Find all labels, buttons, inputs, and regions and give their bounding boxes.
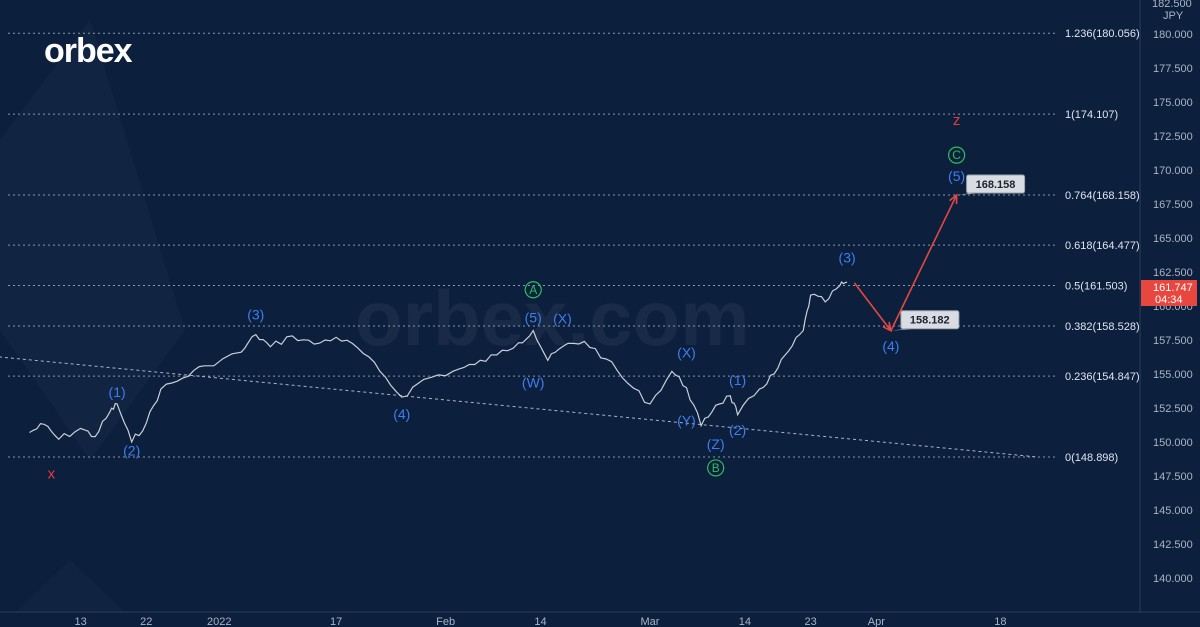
wave-label: B <box>712 461 720 475</box>
fib-level-label: 1.236(180.056) <box>1065 28 1140 40</box>
x-tick-label: 18 <box>994 616 1006 627</box>
wave-labels: x(1)(2)(3)(4)A(5) (X)(W)(X)(Y)(1)(2)(Z)B(… <box>48 112 966 483</box>
wave-label: x <box>48 466 56 483</box>
current-price-value: 161.747 <box>1153 282 1193 294</box>
watermark-text: orbex.com <box>355 274 749 362</box>
x-axis-ticks: 13 22 2022 17 Feb 14 Mar 14 23 Apr 18 <box>74 616 1006 627</box>
projection-segment <box>853 282 892 332</box>
x-tick-label: Apr <box>868 616 885 627</box>
fib-level-label: 0.618(164.477) <box>1065 240 1140 252</box>
fib-level-label: 1(174.107) <box>1065 109 1118 121</box>
fib-level-label: 0(148.898) <box>1065 452 1118 464</box>
x-tick-label: 14 <box>739 616 751 627</box>
fib-level-label: 0.764(168.158) <box>1065 190 1140 202</box>
wave-label: (2) <box>123 443 140 459</box>
price-series <box>29 281 848 444</box>
y-tick-label: 155.000 <box>1153 369 1193 381</box>
x-tick-label: 14 <box>534 616 546 627</box>
wave-label: (2) <box>729 422 746 438</box>
x-tick-label: 13 <box>74 616 86 627</box>
orbex-logo: orbex <box>44 32 133 70</box>
currency-label: JPY <box>1163 10 1184 22</box>
y-tick-label: 152.500 <box>1153 403 1193 415</box>
wave-label: (W) <box>522 375 545 391</box>
background-decor <box>0 20 185 627</box>
y-tick-label: 147.500 <box>1153 471 1193 483</box>
y-tick-label: 140.000 <box>1153 573 1193 585</box>
y-tick-label: 145.000 <box>1153 505 1193 517</box>
x-tick-label: 23 <box>804 616 816 627</box>
y-tick-label: 150.000 <box>1153 437 1193 449</box>
wave-label: z <box>953 112 961 129</box>
wave-label: (1) <box>109 384 126 400</box>
y-tick-label: 177.500 <box>1153 63 1193 75</box>
top-price-label: 182.500 <box>1152 0 1192 10</box>
wave-label: (3) <box>839 249 856 265</box>
x-tick-label: Feb <box>436 616 455 627</box>
projection-segment <box>890 194 958 332</box>
current-price-tag[interactable]: 161.747 04:34 <box>1141 280 1197 306</box>
fib-level-label: 0.382(158.528) <box>1065 321 1140 333</box>
wave-label: (3) <box>247 307 264 323</box>
callout-box <box>900 310 960 330</box>
wave-label: (X) <box>677 345 696 361</box>
wave-label: (1) <box>729 372 746 388</box>
callout-box <box>966 174 1026 194</box>
y-tick-label: 180.000 <box>1153 29 1193 41</box>
fibonacci-levels: 1.236(180.056) 1(174.107) 0.764(168.158) 0.… <box>8 28 1140 464</box>
wave-circle <box>524 281 542 299</box>
x-tick-label: 17 <box>330 616 342 627</box>
y-tick-label: 167.500 <box>1153 199 1193 211</box>
fib-level-label: 0.5(161.503) <box>1065 281 1127 293</box>
y-tick-label: 162.500 <box>1153 267 1193 279</box>
price-callouts: 158.182 168.158 <box>890 174 1026 331</box>
y-tick-label: 142.500 <box>1153 539 1193 551</box>
wave-label: (4) <box>882 338 899 354</box>
trendline <box>0 356 1037 458</box>
fib-level-label: 0.236(154.847) <box>1065 371 1140 383</box>
wave-label: (4) <box>393 406 410 422</box>
wave-label: (5) <box>525 309 542 325</box>
y-tick-label: 165.000 <box>1153 233 1193 245</box>
wave-circle <box>707 459 725 477</box>
wave-label: C <box>952 148 961 162</box>
callout-price: 158.182 <box>910 315 950 327</box>
y-tick-label: 157.500 <box>1153 335 1193 347</box>
x-tick-label: Mar <box>641 616 660 627</box>
y-tick-label: 172.500 <box>1153 131 1193 143</box>
wave-label: A <box>529 283 537 297</box>
wave-label: (X) <box>553 311 572 327</box>
current-price-countdown: 04:34 <box>1155 294 1183 306</box>
wave-label: (Y) <box>677 413 696 429</box>
callout-price: 168.158 <box>976 179 1016 191</box>
y-tick-label: 175.000 <box>1153 97 1193 109</box>
x-tick-label: 22 <box>140 616 152 627</box>
wave-label: (5) <box>948 168 965 184</box>
x-tick-label: 2022 <box>207 616 231 627</box>
y-tick-label: 170.000 <box>1153 165 1193 177</box>
wave-circle <box>947 146 966 164</box>
y-axis-ticks: 140.000 142.500 145.000 147.500 150.000 152.5… <box>1153 29 1193 585</box>
wave-label: (Z) <box>707 436 725 452</box>
